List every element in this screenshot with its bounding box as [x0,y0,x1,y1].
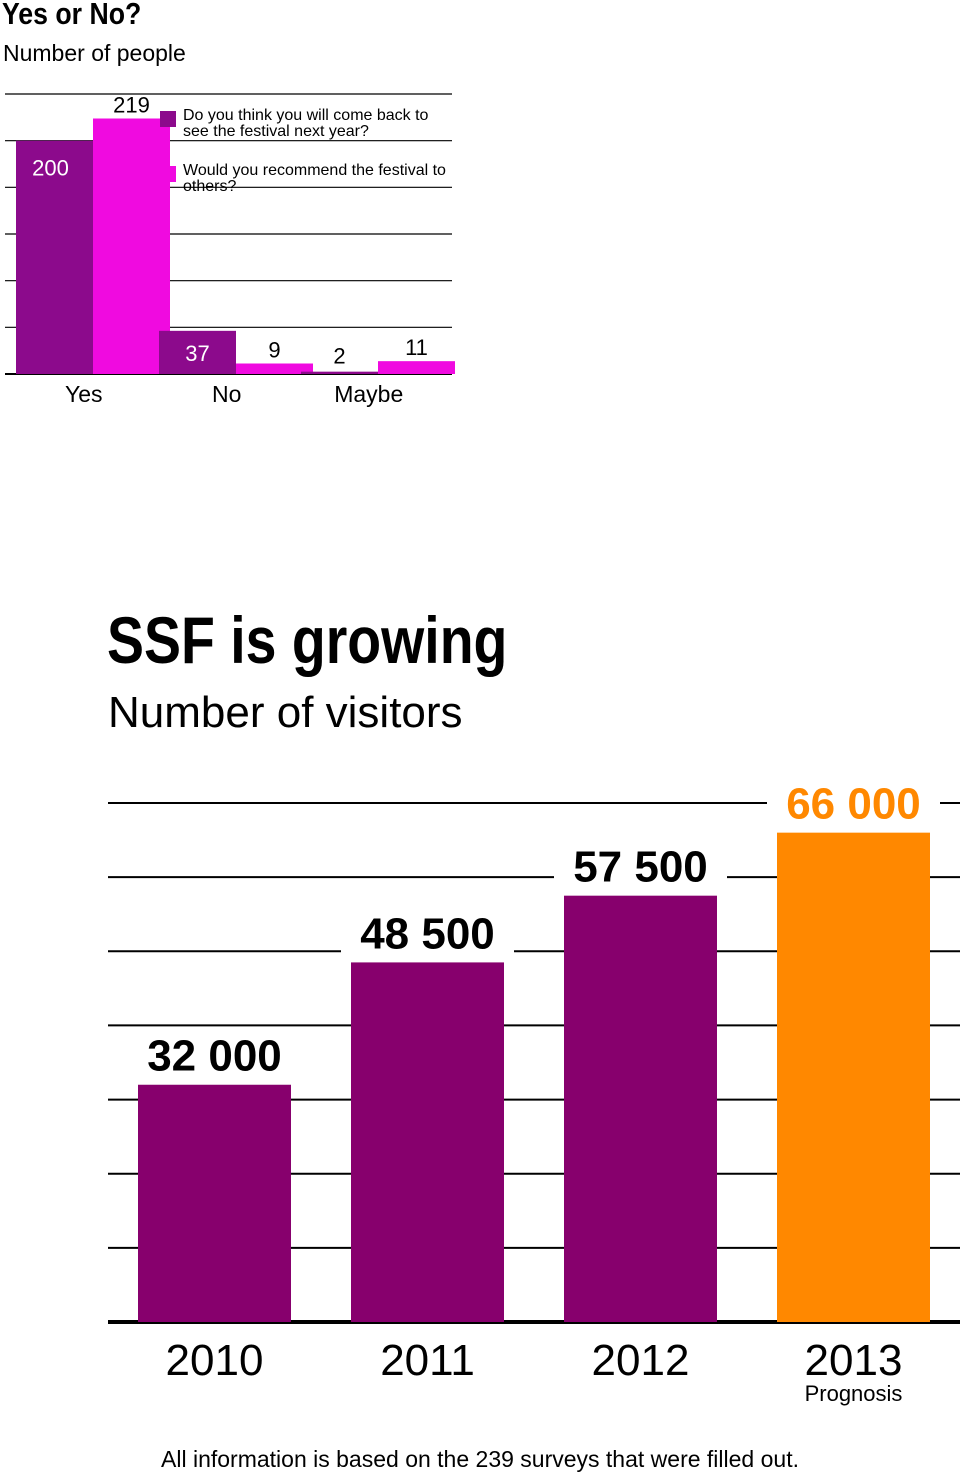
footnote: All information is based on the 239 surv… [161,1446,799,1472]
legend-swatch-come-back [160,111,176,127]
chart2-value-label-2011: 48 500 [360,909,495,958]
chart2-title: SSF is growing [107,603,508,677]
chart2-category-2011: 2011 [380,1336,475,1385]
chart2-bar-2010 [138,1084,291,1322]
chart2-subtitle: Number of visitors [108,688,463,737]
chart1-title: Yes or No? [2,0,142,31]
chart2-category-2013: 2013 [805,1336,903,1385]
chart2-bar-2013 [777,832,930,1322]
legend-label-recommend: Would you recommend the festival to othe… [183,162,446,195]
chart1-legend: Do you think you will come back to see t… [160,108,448,195]
chart2-category-note-2013: Prognosis [805,1381,903,1406]
chart2-label-backdrop [554,837,727,896]
chart1-category-no: No [212,381,241,407]
chart2-value-label-2010: 32 000 [147,1032,282,1081]
chart1-value-label: 11 [405,335,428,360]
chart1-value-label: 200 [32,156,69,181]
chart1-legend-item-2: Would you recommend the festival to othe… [160,163,448,195]
chart1-category-maybe: Maybe [334,381,403,407]
chart1-bar-maybe-s2 [378,361,455,374]
chart1-bar-yes-s2 [93,118,170,374]
chart1-value-label: 37 [185,341,209,366]
chart2-label-backdrop [128,1026,301,1085]
legend-label-come-back: Do you think you will come back to see t… [183,107,429,140]
chart1-subtitle: Number of people [3,40,186,66]
chart1-category-yes: Yes [65,381,103,407]
chart2-bar-2011 [351,962,504,1322]
chart2-value-label-2012: 57 500 [573,843,708,892]
chart2-label-backdrop [341,904,514,963]
chart2-bar-2012 [564,895,717,1322]
chart1-bar-no-s2 [236,363,313,374]
chart1-value-label: 2 [333,344,345,369]
chart1-value-label: 219 [113,93,150,118]
chart1-bar-yes-s1 [16,140,93,374]
chart1-bar-no-s1 [159,330,236,374]
chart2-label-backdrop [767,774,940,833]
legend-swatch-recommend [160,166,176,182]
chart1-value-label: 9 [268,338,280,363]
chart1-bar-maybe-s1 [301,371,378,374]
chart2-category-2010: 2010 [166,1336,264,1385]
chart2-category-2012: 2012 [592,1336,690,1385]
chart1-legend-item-1: Do you think you will come back to see t… [160,108,448,140]
chart2-svg: 32 000 2010 48 500 2011 57 500 2012 66 000 2013… [108,774,960,1406]
chart2-value-label-2013: 66 000 [786,780,921,829]
